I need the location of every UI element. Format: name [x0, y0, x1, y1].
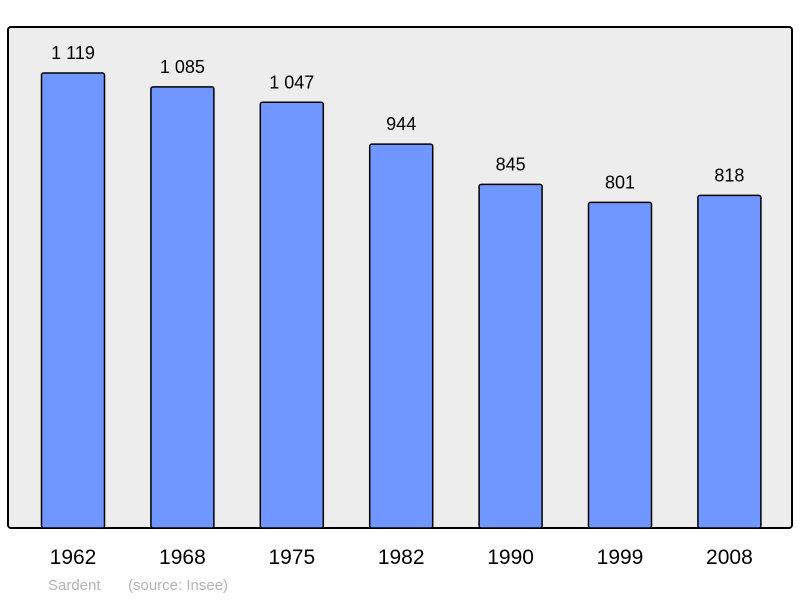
caption-place: Sardent: [48, 577, 101, 594]
data-label-2008: 818: [714, 165, 744, 185]
data-label-1982: 944: [386, 114, 416, 134]
x-tick-label-1968: 1968: [159, 546, 206, 569]
bar-1999: [587, 201, 653, 529]
x-tick-label-1999: 1999: [597, 546, 644, 569]
caption-source: (source: Insee): [128, 577, 228, 594]
bar-1982: [368, 143, 434, 529]
x-tick-label-1962: 1962: [50, 546, 97, 569]
x-tick-label-2008: 2008: [706, 546, 753, 569]
bar-2008: [697, 194, 762, 529]
data-label-1999: 801: [605, 172, 635, 192]
data-label-1975: 1 047: [269, 72, 314, 92]
bar-1968: [150, 86, 215, 529]
bar-1990: [478, 183, 543, 529]
data-label-1968: 1 085: [160, 57, 205, 77]
bar-1975: [259, 101, 325, 529]
bar-1962: [40, 72, 106, 529]
data-label-1962: 1 119: [51, 43, 95, 63]
x-tick-label-1975: 1975: [268, 546, 315, 569]
data-label-1990: 845: [496, 154, 526, 174]
x-tick-label-1990: 1990: [487, 546, 534, 569]
x-tick-label-1982: 1982: [378, 546, 425, 569]
